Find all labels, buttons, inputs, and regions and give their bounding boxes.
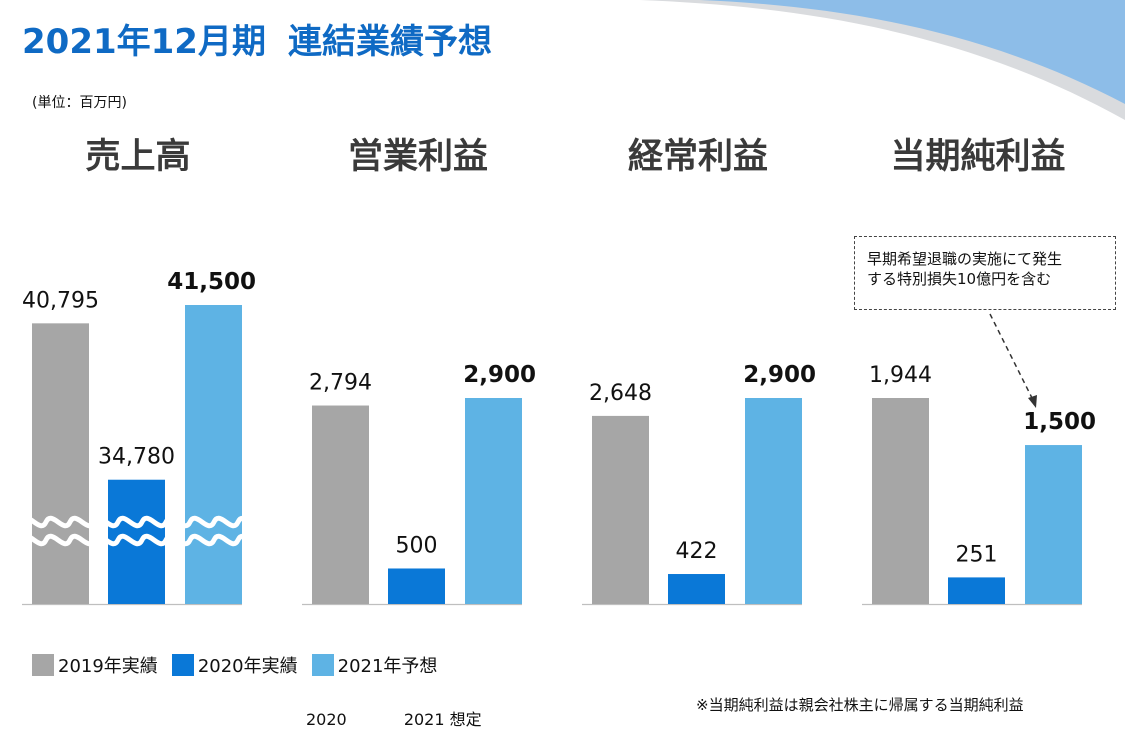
callout-note: 早期希望退職の実施にて発生 する特別損失10億円を含む <box>854 236 1116 310</box>
legend-item-2021: 2021年予想 <box>311 652 438 678</box>
callout-arrow-head <box>1028 395 1037 408</box>
cut-off-label-2020: 2020 <box>306 710 347 729</box>
bar-2019 <box>592 415 649 604</box>
bar-2020 <box>948 577 1005 604</box>
title-fiscal-period: 2021年12月期 <box>22 22 266 62</box>
chart-2: 営業利益 2,794 500 2,900 <box>302 137 536 606</box>
value-label-2019: 1,944 <box>869 363 932 388</box>
bar-2019 <box>312 405 369 604</box>
chart-title: 当期純利益 <box>890 137 1065 177</box>
bar-2021 <box>185 305 242 604</box>
legend-label-2020: 2020年実績 <box>197 656 298 677</box>
value-label-2020: 34,780 <box>98 445 175 470</box>
bar-2021 <box>1025 445 1082 604</box>
chart-3: 経常利益 2,648 422 2,900 <box>582 137 816 606</box>
unit-label: (単位：百万円) <box>32 95 127 111</box>
page-title: 2021年12月期 連結業績予想 <box>22 14 492 63</box>
axis-break-wave-lower <box>19 533 265 547</box>
bar-2020 <box>388 568 445 604</box>
title-forecast: 連結業績予想 <box>287 22 492 62</box>
legend-item-2019: 2019年実績 <box>32 652 158 678</box>
value-label-2021: 2,900 <box>743 362 816 388</box>
bar-2019 <box>32 323 89 604</box>
cut-off-labels: 2020 2021 想定 <box>306 706 534 730</box>
value-label-2021: 41,500 <box>167 269 256 295</box>
value-label-2021: 2,900 <box>463 362 536 388</box>
legend: 2019年実績 2020年実績 2021年予想 <box>32 652 451 678</box>
value-label-2019: 2,648 <box>589 381 652 406</box>
legend-label-2021: 2021年予想 <box>337 656 438 677</box>
legend-swatch-2020 <box>171 654 194 676</box>
chart-title: 経常利益 <box>628 137 768 177</box>
value-label-2019: 2,794 <box>309 371 372 396</box>
value-label-2021: 1,500 <box>1023 409 1096 435</box>
callout-line-1: 早期希望退職の実施にて発生 <box>867 250 1063 268</box>
value-label-2020: 500 <box>396 533 438 558</box>
chart-title: 売上高 <box>85 137 190 177</box>
legend-swatch-2021 <box>311 654 334 676</box>
axis-break-wave-upper <box>19 515 265 529</box>
value-label-2020: 251 <box>956 542 998 567</box>
value-label-2020: 422 <box>676 539 718 564</box>
cut-off-label-2021: 2021 想定 <box>403 710 482 729</box>
footnote: ※当期純利益は親会社株主に帰属する当期純利益 <box>696 696 1024 714</box>
bar-2021 <box>745 398 802 604</box>
legend-label-2019: 2019年実績 <box>58 656 158 677</box>
callout-arrow <box>989 313 1034 401</box>
bar-2019 <box>872 398 929 604</box>
legend-swatch-2019 <box>32 654 54 676</box>
bar-2021 <box>465 398 522 604</box>
chart-title: 営業利益 <box>348 137 488 177</box>
chart-1: 売上高 40,795 34,780 41,500 <box>19 137 265 606</box>
chart-4: 当期純利益 1,944 251 1,500 <box>862 137 1096 606</box>
bar-2020 <box>668 574 725 604</box>
callout-line-2: する特別損失10億円を含む <box>867 270 1052 288</box>
value-label-2019: 40,795 <box>22 288 99 313</box>
legend-item-2020: 2020年実績 <box>171 652 298 678</box>
